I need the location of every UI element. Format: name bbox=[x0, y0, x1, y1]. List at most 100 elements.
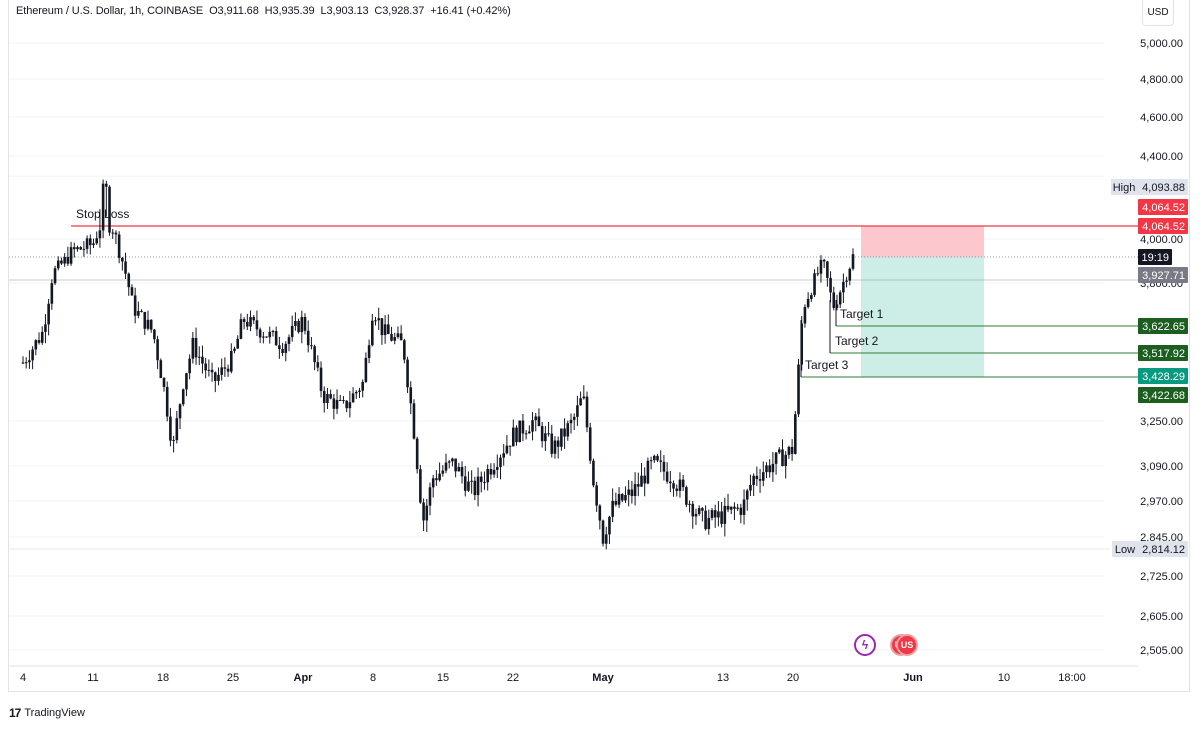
teal-price-badge: 3,428.29 bbox=[1142, 371, 1185, 383]
candle-body bbox=[476, 476, 480, 496]
target3-label: Target 3 bbox=[805, 358, 849, 372]
candle-body bbox=[92, 243, 95, 246]
x-tick-label: 8 bbox=[370, 672, 376, 684]
candle-body bbox=[60, 260, 63, 264]
candle-body bbox=[553, 440, 557, 454]
candle-body bbox=[95, 238, 99, 244]
candle-body bbox=[454, 458, 457, 472]
candle-body bbox=[826, 261, 829, 278]
legend-low: L3,903.13 bbox=[320, 5, 369, 17]
candle-body bbox=[153, 329, 156, 340]
candle-body bbox=[249, 317, 252, 327]
candle-body bbox=[560, 428, 563, 447]
candle-body bbox=[191, 337, 195, 359]
legend-symbol: Ethereum / U.S. Dollar, 1h, COINBASE bbox=[16, 5, 204, 17]
target1-price-badge-bg bbox=[1138, 318, 1188, 334]
candle-body bbox=[105, 183, 108, 187]
candle-body bbox=[768, 465, 771, 473]
candle-body bbox=[736, 507, 739, 509]
candle-body bbox=[114, 232, 118, 235]
candle-body bbox=[396, 333, 400, 338]
x-tick-label: 18 bbox=[157, 672, 169, 684]
candle-body bbox=[524, 433, 528, 435]
symbol-legend: Ethereum / U.S. Dollar, 1h, COINBASE O3,… bbox=[16, 5, 511, 17]
candle-body bbox=[797, 364, 800, 415]
candle-body bbox=[739, 507, 743, 515]
target2-label: Target 2 bbox=[835, 334, 879, 348]
candle-body bbox=[50, 283, 54, 304]
candle-body bbox=[374, 320, 377, 322]
candle-body bbox=[531, 420, 534, 432]
candle-body bbox=[162, 378, 166, 387]
candle-body bbox=[246, 321, 249, 327]
candle-body bbox=[537, 416, 541, 427]
candle-body bbox=[313, 346, 316, 363]
candle-body bbox=[547, 433, 550, 435]
candle-body bbox=[31, 349, 34, 361]
candle-body bbox=[303, 317, 307, 331]
candle-body bbox=[194, 337, 198, 358]
candle-body bbox=[483, 481, 486, 483]
candle-body bbox=[713, 510, 717, 518]
candle-body bbox=[672, 483, 675, 489]
candle-body bbox=[412, 403, 416, 439]
candle-body bbox=[428, 487, 432, 506]
candle-body bbox=[640, 475, 643, 487]
candle-body bbox=[717, 511, 720, 518]
candle-body bbox=[707, 517, 711, 530]
candle-body bbox=[451, 458, 454, 462]
y-tick-label: 4,400.00 bbox=[1140, 151, 1183, 163]
candle-body bbox=[588, 427, 592, 461]
candle-body bbox=[457, 466, 461, 472]
candle-body bbox=[544, 433, 547, 442]
candle-body bbox=[659, 460, 663, 462]
candle-body bbox=[441, 470, 445, 474]
candle-body bbox=[297, 321, 300, 333]
candle-body bbox=[178, 404, 182, 419]
candle-body bbox=[460, 466, 464, 477]
candle-body bbox=[838, 292, 842, 305]
candle-body bbox=[771, 463, 775, 473]
candle-body bbox=[181, 389, 185, 405]
candle-body bbox=[761, 472, 765, 481]
candle-body bbox=[121, 257, 124, 262]
candle-body bbox=[175, 418, 179, 441]
candle-body bbox=[149, 319, 153, 330]
candle-body bbox=[656, 455, 659, 461]
profit-zone bbox=[861, 257, 984, 377]
lightning-event-icon[interactable]: ϟ bbox=[854, 634, 876, 656]
y-tick-label: 4,800.00 bbox=[1140, 74, 1183, 86]
x-tick-label: 18:00 bbox=[1058, 672, 1086, 684]
candle-body bbox=[435, 478, 438, 481]
us-flag-event-icon-2[interactable]: US bbox=[896, 634, 918, 656]
candle-body bbox=[242, 319, 246, 322]
currency-button[interactable]: USD bbox=[1142, 0, 1174, 26]
candle-body bbox=[72, 247, 76, 250]
x-tick-label: 25 bbox=[227, 672, 239, 684]
candle-body bbox=[582, 396, 586, 399]
candle-body bbox=[143, 312, 147, 329]
candle-body bbox=[354, 392, 358, 394]
candle-body bbox=[383, 324, 387, 336]
candle-body bbox=[287, 337, 291, 344]
candle-body bbox=[649, 460, 653, 462]
countdown-badge: 19:19 bbox=[1141, 252, 1169, 264]
x-tick-label: 10 bbox=[998, 672, 1010, 684]
candle-body bbox=[351, 393, 355, 403]
candle-body bbox=[230, 350, 233, 372]
candle-body bbox=[486, 469, 489, 483]
chart-frame[interactable] bbox=[8, 0, 1190, 692]
teal-price-badge-bg bbox=[1138, 368, 1188, 384]
candle-body bbox=[608, 516, 611, 535]
candle-body bbox=[566, 423, 570, 437]
stop-price-badge: 4,064.52 bbox=[1142, 221, 1185, 233]
candle-body bbox=[569, 419, 573, 424]
candle-body bbox=[415, 438, 419, 470]
tradingview-brand[interactable]: 17 TradingView bbox=[9, 706, 85, 720]
candle-body bbox=[803, 307, 807, 324]
candle-body bbox=[685, 487, 688, 505]
candle-body bbox=[377, 318, 381, 321]
high-value: 4,093.88 bbox=[1142, 182, 1185, 194]
candle-body bbox=[268, 331, 272, 338]
